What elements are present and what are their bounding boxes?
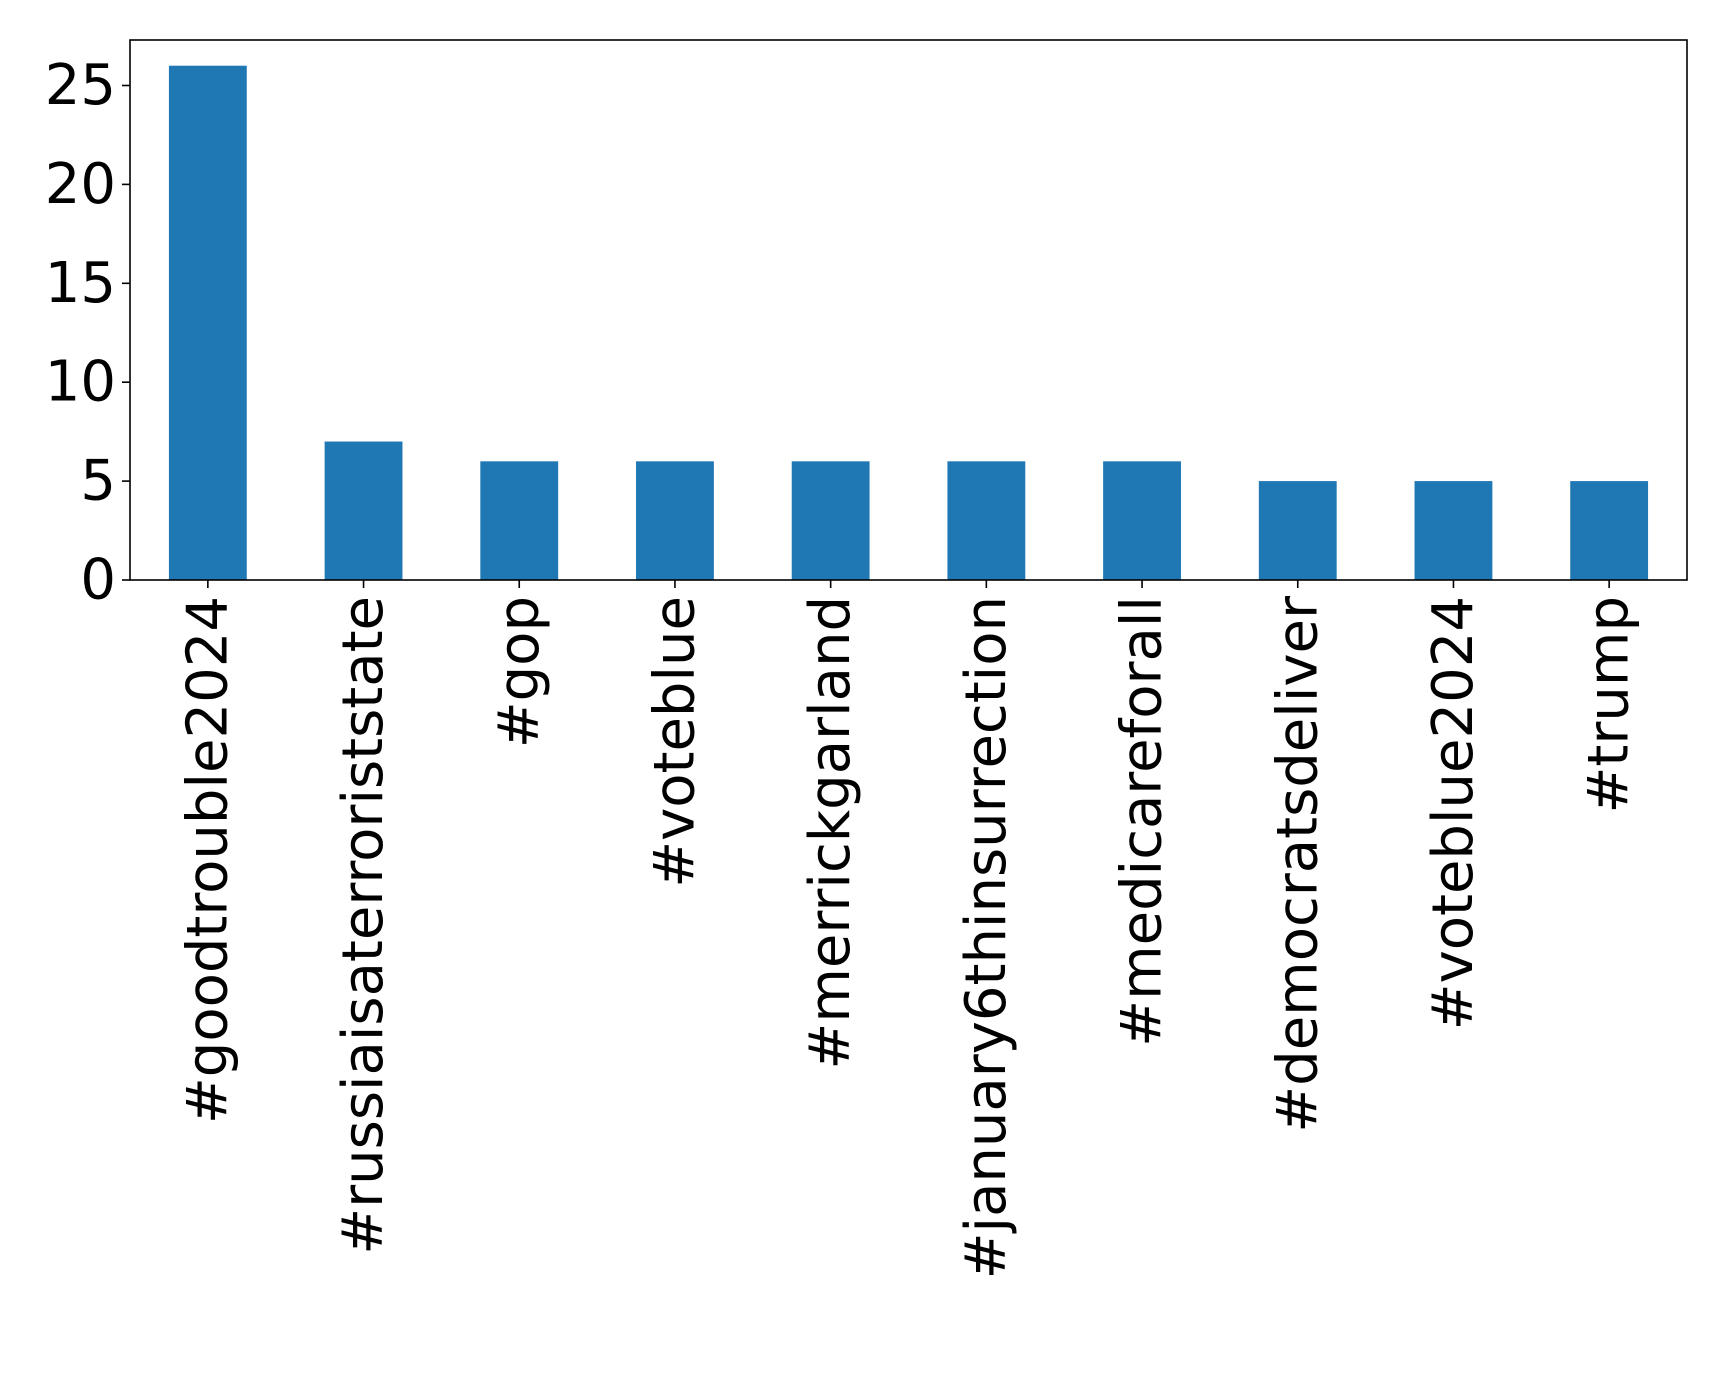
bar	[1258, 481, 1337, 580]
plot-frame	[129, 39, 1688, 581]
bar	[1570, 481, 1649, 580]
x-tick-label: #medicareforall	[1110, 596, 1175, 1047]
x-tick-label: #january6thinsurrection	[954, 596, 1019, 1279]
y-tick-label: 25	[45, 53, 116, 118]
bar	[324, 441, 403, 580]
x-tick-label: #goodtrouble2024	[175, 596, 240, 1124]
x-tick-label: #voteblue2024	[1421, 596, 1486, 1030]
y-tick-label: 15	[45, 251, 116, 316]
bar	[791, 461, 870, 580]
bar	[1103, 461, 1181, 580]
x-tick-label: #trump	[1577, 596, 1642, 814]
bar	[168, 65, 247, 580]
bars-group	[168, 65, 1649, 580]
x-tick-label: #gop	[487, 596, 552, 748]
y-axis-ticks: 0 5 10 15 20 25	[45, 53, 130, 613]
x-tick-label: #russiaisaterroriststate	[331, 596, 396, 1255]
y-tick-label: 0	[80, 548, 116, 613]
bar	[947, 461, 1026, 580]
x-tick-label: #voteblue	[642, 596, 707, 888]
bar	[480, 461, 559, 580]
y-tick-label: 10	[45, 350, 116, 415]
y-tick-label: 5	[80, 449, 116, 514]
x-tick-label: #merrickgarland	[798, 596, 863, 1070]
x-axis-ticks: #goodtrouble2024 #russiaisaterroriststate…	[175, 580, 1642, 1279]
bar	[1414, 481, 1493, 580]
y-tick-label: 20	[45, 152, 116, 217]
bar	[636, 461, 714, 580]
x-tick-label: #democratsdeliver	[1265, 595, 1330, 1133]
